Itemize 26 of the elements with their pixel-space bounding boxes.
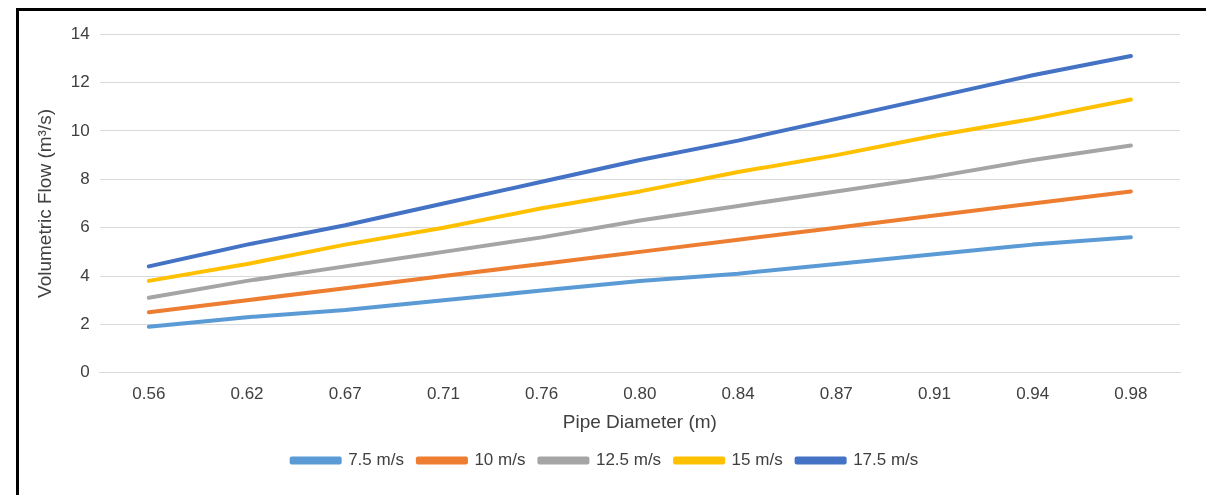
y-tick-label: 2	[80, 314, 90, 334]
legend-label: 10 m/s	[474, 450, 526, 470]
y-tick-label: 4	[80, 265, 90, 285]
x-tick-label: 0.94	[1016, 383, 1050, 403]
y-tick-label: 12	[70, 72, 90, 92]
x-tick-label: 0.67	[328, 383, 362, 403]
x-tick-label: 0.91	[917, 383, 952, 403]
legend-label: 7.5 m/s	[348, 450, 404, 470]
x-axis-title: Pipe Diameter (m)	[562, 410, 717, 432]
y-tick-label: 14	[70, 23, 90, 43]
y-tick-label: 8	[80, 169, 90, 188]
y-tick-label: 6	[80, 217, 90, 237]
y-tick-label: 0	[80, 362, 90, 382]
x-tick-label: 0.62	[230, 383, 264, 403]
x-tick-label: 0.56	[132, 383, 166, 403]
x-tick-label: 0.87	[819, 383, 853, 403]
x-tick-label: 0.80	[623, 383, 657, 403]
x-tick-label: 0.71	[426, 383, 460, 403]
legend-label: 15 m/s	[731, 450, 783, 470]
x-tick-label: 0.76	[525, 383, 559, 403]
legend-label: 12.5 m/s	[595, 450, 662, 470]
y-tick-label: 10	[70, 120, 90, 140]
y-axis-title: Volumetric Flow (m³/s)	[33, 109, 55, 298]
x-tick-label: 0.98	[1114, 383, 1148, 403]
x-tick-label: 0.84	[721, 383, 755, 403]
legend-label: 17.5 m/s	[853, 450, 919, 470]
